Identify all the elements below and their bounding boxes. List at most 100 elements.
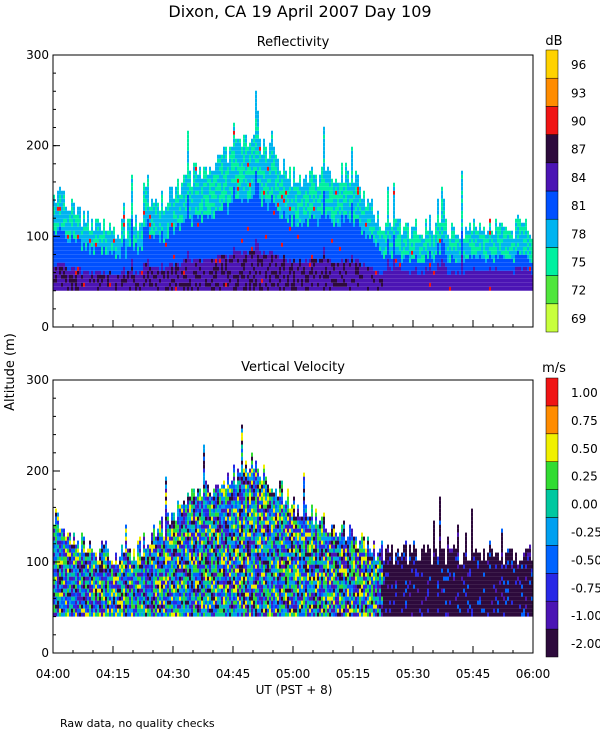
- data-cell: [369, 246, 371, 251]
- data-cell: [409, 270, 411, 275]
- data-cell: [373, 278, 375, 283]
- data-cell: [265, 282, 267, 287]
- data-cell: [273, 166, 275, 171]
- data-cell: [123, 270, 125, 275]
- data-cell: [191, 186, 193, 191]
- data-cell: [217, 270, 219, 275]
- data-cell: [145, 250, 147, 255]
- data-cell: [201, 222, 203, 227]
- data-cell: [211, 218, 213, 223]
- data-cell: [241, 178, 243, 183]
- data-cell: [207, 218, 209, 223]
- data-cell: [191, 258, 193, 263]
- data-cell: [73, 230, 75, 235]
- data-cell: [297, 258, 299, 263]
- data-cell: [271, 166, 273, 171]
- data-cell: [307, 278, 309, 283]
- data-cell: [257, 206, 259, 211]
- data-cell: [293, 198, 295, 203]
- data-cell: [297, 194, 299, 199]
- data-cell: [61, 202, 63, 207]
- data-cell: [195, 250, 197, 255]
- data-cell: [315, 266, 317, 271]
- data-cell: [239, 162, 241, 167]
- data-cell: [407, 230, 409, 235]
- data-cell: [409, 278, 411, 283]
- data-cell: [295, 262, 297, 267]
- data-cell: [147, 198, 149, 203]
- data-cell: [175, 254, 177, 259]
- data-cell: [321, 182, 323, 187]
- data-cell: [327, 186, 329, 191]
- data-cell: [129, 242, 131, 247]
- data-cell: [281, 254, 283, 259]
- data-cell: [369, 218, 371, 223]
- data-cell: [321, 254, 323, 259]
- data-cell: [329, 218, 331, 223]
- data-cell: [327, 258, 329, 263]
- data-cell: [301, 242, 303, 247]
- data-cell: [425, 258, 427, 263]
- data-cell: [269, 254, 271, 259]
- data-cell: [275, 222, 277, 227]
- data-cell: [329, 254, 331, 259]
- data-cell: [395, 282, 397, 287]
- data-cell: [265, 150, 267, 155]
- data-cell: [321, 238, 323, 243]
- data-cell: [439, 246, 441, 251]
- data-cell: [219, 274, 221, 279]
- data-cell: [311, 170, 313, 175]
- data-cell: [219, 166, 221, 171]
- data-cell: [387, 266, 389, 271]
- data-cell: [217, 218, 219, 223]
- data-cell: [289, 234, 291, 239]
- data-cell: [263, 186, 265, 191]
- data-cell: [135, 242, 137, 247]
- data-cell: [429, 238, 431, 243]
- data-cell: [225, 262, 227, 267]
- data-cell: [257, 198, 259, 203]
- data-cell: [387, 242, 389, 247]
- data-cell: [107, 258, 109, 263]
- data-cell: [271, 242, 273, 247]
- data-cell: [157, 246, 159, 251]
- data-cell: [79, 242, 81, 247]
- data-cell: [417, 266, 419, 271]
- data-cell: [305, 202, 307, 207]
- data-cell: [297, 218, 299, 223]
- data-cell: [359, 270, 361, 275]
- data-cell: [209, 190, 211, 195]
- data-cell: [103, 254, 105, 259]
- data-cell: [141, 262, 143, 267]
- data-cell: [231, 146, 233, 151]
- data-cell: [213, 234, 215, 239]
- data-cell: [411, 242, 413, 247]
- data-cell: [443, 226, 445, 231]
- data-cell: [289, 238, 291, 243]
- data-cell: [233, 286, 235, 291]
- data-cell: [227, 242, 229, 247]
- data-cell: [235, 254, 237, 259]
- data-cell: [129, 266, 131, 271]
- data-cell: [59, 226, 61, 231]
- data-cell: [83, 234, 85, 239]
- data-cell: [97, 234, 99, 239]
- data-cell: [353, 254, 355, 259]
- data-cell: [237, 238, 239, 243]
- data-cell: [191, 198, 193, 203]
- data-cell: [135, 286, 137, 291]
- data-cell: [171, 202, 173, 207]
- data-cell: [149, 266, 151, 271]
- data-cell: [339, 210, 341, 215]
- data-cell: [271, 206, 273, 211]
- data-cell: [169, 186, 171, 191]
- data-cell: [133, 262, 135, 267]
- data-cell: [209, 174, 211, 179]
- data-cell: [123, 254, 125, 259]
- data-cell: [217, 238, 219, 243]
- data-cell: [57, 214, 59, 219]
- data-cell: [247, 230, 249, 235]
- data-cell: [107, 282, 109, 287]
- data-cell: [193, 194, 195, 199]
- data-cell: [437, 286, 439, 291]
